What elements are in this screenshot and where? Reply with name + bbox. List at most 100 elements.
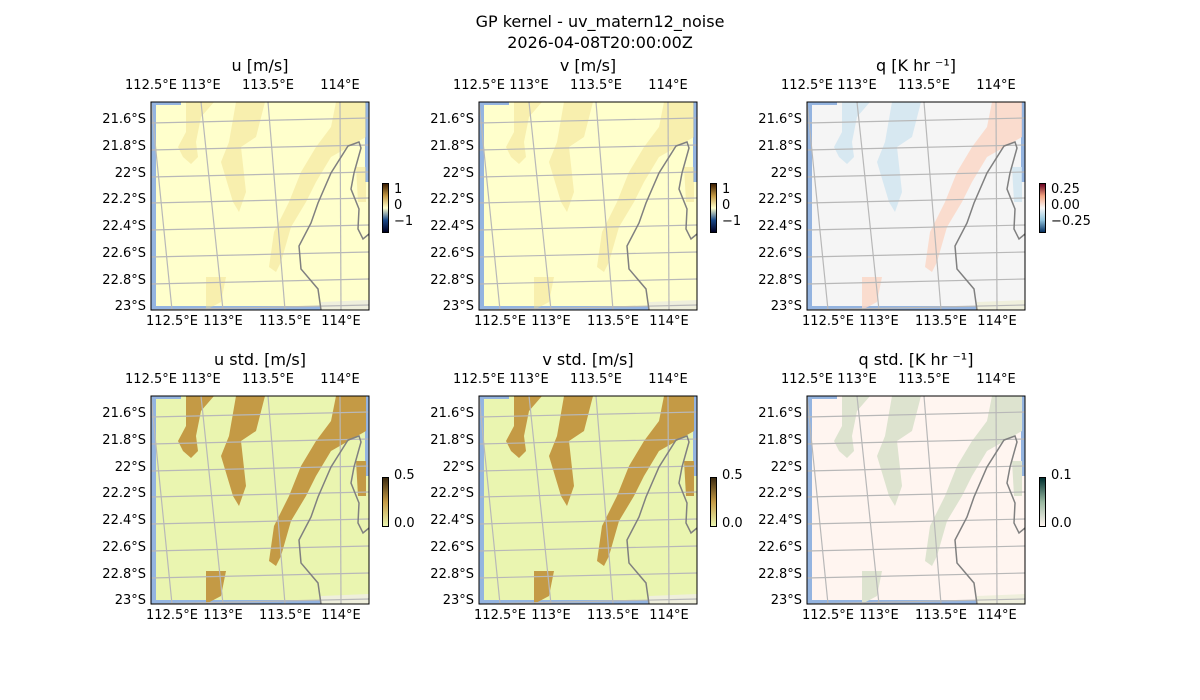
colorbar xyxy=(1039,183,1046,233)
colorbar-tick-label: 0.5 xyxy=(722,468,743,483)
lat-tick-label: 23°S xyxy=(114,299,146,314)
lat-tick-label: 21.6°S xyxy=(102,406,146,421)
data-field-region xyxy=(534,571,554,604)
panel-title: u std. [m/s] xyxy=(214,350,306,369)
latitude-gridline xyxy=(478,224,698,231)
panel-title: u [m/s] xyxy=(231,56,289,75)
lat-tick-label: 23°S xyxy=(770,299,802,314)
lon-tick-label-top: 114°E xyxy=(320,78,360,93)
data-field-region xyxy=(549,396,593,506)
ocean-edge xyxy=(365,396,369,476)
latitude-gridline xyxy=(150,197,370,204)
colorbar-tick-label: −1 xyxy=(394,214,414,229)
ocean-edge xyxy=(479,396,509,399)
data-field-region xyxy=(221,102,265,212)
lon-tick-label-bottom: 112.5°E xyxy=(146,314,198,329)
latitude-gridline xyxy=(806,411,1026,418)
figure-timestamp: 2026-04-08T20:00:00Z xyxy=(507,33,693,52)
axes-frame xyxy=(478,395,698,605)
lat-tick-label: 22.6°S xyxy=(758,540,802,555)
longitude-gridline xyxy=(267,101,286,311)
latitude-gridline xyxy=(806,598,1026,605)
lon-tick-label-top: 113°E xyxy=(181,372,221,387)
colorbar-tick-label: 0 xyxy=(722,198,731,213)
map-panel xyxy=(478,101,698,311)
data-field-region xyxy=(269,396,366,566)
longitude-gridline xyxy=(806,395,829,605)
longitude-gridline xyxy=(150,101,173,311)
data-field-region xyxy=(597,102,694,272)
coastline xyxy=(954,141,1026,311)
lon-tick-label-bottom: 114°E xyxy=(977,314,1017,329)
latitude-gridline xyxy=(478,251,698,258)
lat-tick-label: 22.4°S xyxy=(430,513,474,528)
lat-tick-label: 22.6°S xyxy=(102,540,146,555)
latitude-gridline xyxy=(150,545,370,552)
colorbar-tick-label: −0.25 xyxy=(1051,214,1091,229)
longitude-gridline xyxy=(595,101,614,311)
axes-frame xyxy=(806,101,1026,311)
longitude-gridline xyxy=(806,101,829,311)
latitude-gridline xyxy=(478,197,698,204)
data-field-region xyxy=(925,396,1022,566)
latitude-gridline xyxy=(150,572,370,579)
lat-tick-label: 22.6°S xyxy=(102,246,146,261)
lon-tick-label-bottom: 113.5°E xyxy=(915,608,967,623)
lat-tick-label: 22.2°S xyxy=(430,486,474,501)
lon-tick-label-top: 112.5°E xyxy=(125,78,177,93)
latitude-gridline xyxy=(478,304,698,311)
lat-tick-label: 21.6°S xyxy=(430,406,474,421)
longitude-gridline xyxy=(267,395,286,605)
latitude-gridline xyxy=(806,144,1026,151)
lat-tick-label: 21.8°S xyxy=(758,433,802,448)
lat-tick-label: 21.8°S xyxy=(102,433,146,448)
data-field-region xyxy=(534,277,554,310)
lat-tick-label: 21.6°S xyxy=(758,406,802,421)
map-panel xyxy=(806,395,1026,605)
lat-tick-label: 22.2°S xyxy=(102,486,146,501)
lon-tick-label-bottom: 112.5°E xyxy=(146,608,198,623)
latitude-gridline xyxy=(150,251,370,258)
lat-tick-label: 22.8°S xyxy=(102,273,146,288)
lat-tick-label: 23°S xyxy=(114,593,146,608)
latitude-gridline xyxy=(806,304,1026,311)
longitude-gridline xyxy=(995,395,998,605)
colorbar xyxy=(710,183,717,233)
lat-tick-label: 22.8°S xyxy=(758,273,802,288)
map-background xyxy=(479,102,697,310)
map-panel xyxy=(150,395,370,605)
lon-tick-label-top: 112.5°E xyxy=(453,78,505,93)
data-field-region xyxy=(356,167,366,202)
lat-tick-label: 22.2°S xyxy=(430,192,474,207)
data-field-region xyxy=(178,396,214,458)
latitude-gridline xyxy=(150,465,370,472)
lat-tick-label: 22.4°S xyxy=(758,219,802,234)
ocean-edge xyxy=(807,102,837,105)
latitude-gridline xyxy=(478,144,698,151)
lon-tick-label-bottom: 114°E xyxy=(321,608,361,623)
lat-tick-label: 22.6°S xyxy=(430,540,474,555)
lat-tick-label: 21.6°S xyxy=(102,112,146,127)
colorbar-tick-label: 1 xyxy=(722,182,731,197)
panel-title: q [K hr ⁻¹] xyxy=(876,56,956,75)
lon-tick-label-bottom: 112.5°E xyxy=(474,314,526,329)
coastline xyxy=(298,141,370,311)
latitude-gridline xyxy=(478,411,698,418)
colorbar-tick-label: 0.5 xyxy=(394,468,415,483)
lon-tick-label-bottom: 113°E xyxy=(859,314,899,329)
lon-tick-label-bottom: 112.5°E xyxy=(474,608,526,623)
lon-tick-label-top: 114°E xyxy=(648,78,688,93)
lon-tick-label-bottom: 112.5°E xyxy=(802,608,854,623)
latitude-gridline xyxy=(806,117,1026,124)
lon-tick-label-bottom: 113°E xyxy=(203,314,243,329)
lat-tick-label: 22.8°S xyxy=(430,273,474,288)
latitude-gridline xyxy=(806,518,1026,525)
lat-tick-label: 22.8°S xyxy=(430,567,474,582)
data-field-region xyxy=(549,102,593,212)
lon-tick-label-top: 114°E xyxy=(648,372,688,387)
lon-tick-label-top: 113°E xyxy=(837,78,877,93)
ocean-edge xyxy=(151,396,156,604)
ocean-edge xyxy=(479,102,484,310)
data-field-region xyxy=(877,396,921,506)
lon-tick-label-top: 113.5°E xyxy=(242,372,294,387)
